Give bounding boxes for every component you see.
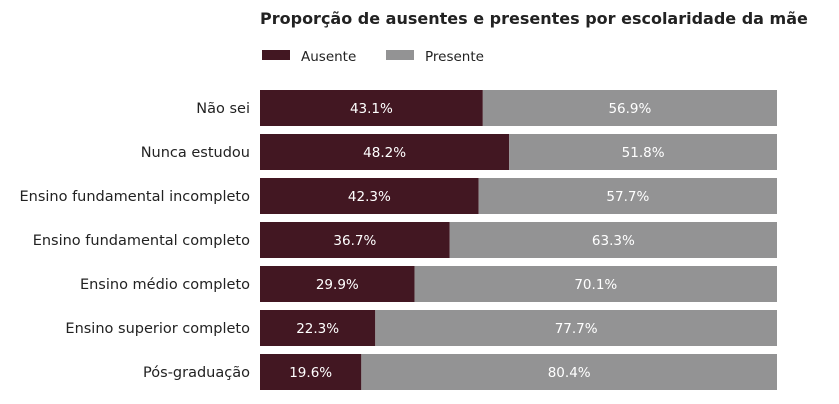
bar-ausente-cat-3 bbox=[260, 222, 450, 258]
category-label-cat-4: Ensino médio completo bbox=[80, 277, 250, 293]
category-label-cat-2: Ensino fundamental incompleto bbox=[19, 189, 250, 205]
legend-label-presente: Presente bbox=[425, 49, 484, 65]
bar-value-label-presente-cat-1: 51.8% bbox=[622, 145, 665, 161]
category-label-cat-0: Não sei bbox=[196, 101, 250, 117]
bar-presente-cat-4 bbox=[414, 266, 777, 302]
bar-value-label-presente-cat-6: 80.4% bbox=[548, 365, 591, 381]
legend-label-ausente: Ausente bbox=[301, 49, 356, 65]
category-label-cat-6: Pós-graduação bbox=[143, 365, 250, 381]
bar-value-label-ausente-cat-3: 36.7% bbox=[333, 233, 376, 249]
bar-ausente-cat-0 bbox=[260, 90, 483, 126]
bar-value-label-ausente-cat-4: 29.9% bbox=[316, 277, 359, 293]
bar-value-label-ausente-cat-1: 48.2% bbox=[363, 145, 406, 161]
category-label-cat-5: Ensino superior completo bbox=[65, 321, 250, 337]
bar-value-label-presente-cat-2: 57.7% bbox=[606, 189, 649, 205]
bar-ausente-cat-4 bbox=[260, 266, 415, 302]
bars-area: 43.1% 56.9% 48.2% 51.8% 42.3% 57.7% 36.7% 63.3%… bbox=[260, 90, 777, 390]
bar-ausente-cat-1 bbox=[260, 134, 510, 170]
bar-value-label-ausente-cat-6: 19.6% bbox=[289, 365, 332, 381]
bar-ausente-cat-5 bbox=[260, 310, 376, 346]
legend-swatch-ausente bbox=[262, 50, 290, 60]
bar-value-label-ausente-cat-0: 43.1% bbox=[350, 101, 393, 117]
bar-presente-cat-0 bbox=[482, 90, 777, 126]
legend-swatch-presente bbox=[386, 50, 414, 60]
bar-ausente-cat-2 bbox=[260, 178, 479, 214]
bar-presente-cat-1 bbox=[509, 134, 777, 170]
bar-ausente-cat-6 bbox=[260, 354, 362, 390]
chart-title: Proporção de ausentes e presentes por es… bbox=[260, 9, 808, 28]
category-labels: Não sei Nunca estudou Ensino fundamental i… bbox=[19, 101, 250, 381]
bar-value-label-presente-cat-3: 63.3% bbox=[592, 233, 635, 249]
bar-value-label-presente-cat-4: 70.1% bbox=[574, 277, 617, 293]
bar-value-label-presente-cat-0: 56.9% bbox=[608, 101, 651, 117]
category-label-cat-1: Nunca estudou bbox=[141, 145, 250, 161]
bar-presente-cat-3 bbox=[449, 222, 777, 258]
bar-value-label-ausente-cat-2: 42.3% bbox=[348, 189, 391, 205]
legend: Ausente Presente bbox=[262, 49, 484, 65]
bar-presente-cat-2 bbox=[478, 178, 777, 214]
bar-presente-cat-6 bbox=[361, 354, 777, 390]
bar-value-label-ausente-cat-5: 22.3% bbox=[296, 321, 339, 337]
bar-value-label-presente-cat-5: 77.7% bbox=[555, 321, 598, 337]
bar-presente-cat-5 bbox=[375, 310, 777, 346]
category-label-cat-3: Ensino fundamental completo bbox=[33, 233, 250, 249]
